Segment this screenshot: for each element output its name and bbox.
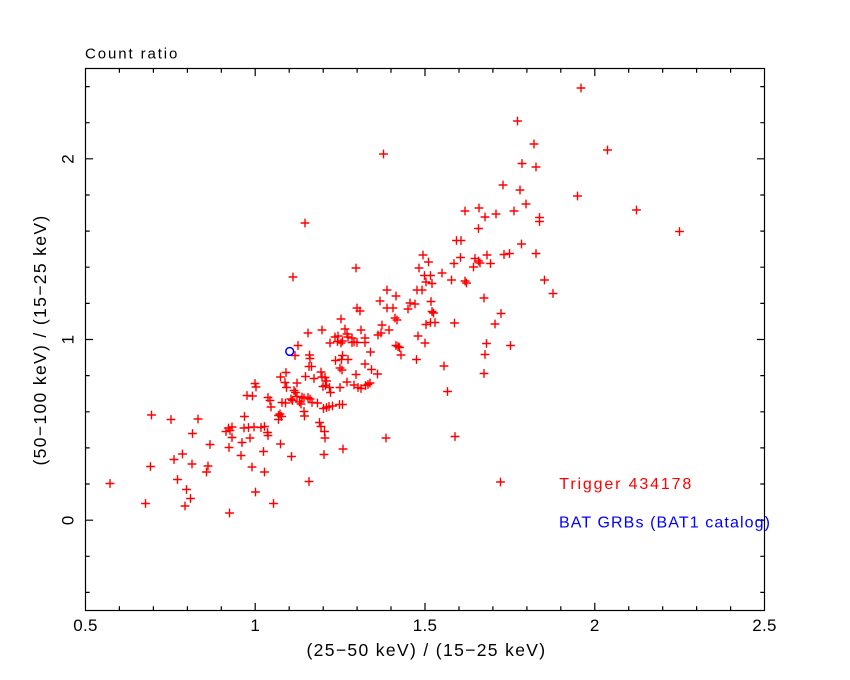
svg-text:1: 1 [250,616,260,635]
svg-text:2: 2 [590,616,600,635]
svg-text:0: 0 [59,515,78,525]
svg-text:2.5: 2.5 [752,616,777,635]
svg-text:Trigger 434178: Trigger 434178 [559,476,693,493]
svg-text:Count ratio: Count ratio [85,46,179,63]
svg-text:2: 2 [59,154,78,164]
svg-text:1.5: 1.5 [413,616,438,635]
svg-text:0.5: 0.5 [73,616,98,635]
svg-text:1: 1 [59,335,78,345]
svg-text:BAT GRBs (BAT1 catalog): BAT GRBs (BAT1 catalog) [559,515,771,532]
svg-text:(50−100 keV) / (15−25 keV): (50−100 keV) / (15−25 keV) [30,214,50,465]
svg-text:(25−50 keV) / (15−25 keV): (25−50 keV) / (15−25 keV) [307,640,547,660]
